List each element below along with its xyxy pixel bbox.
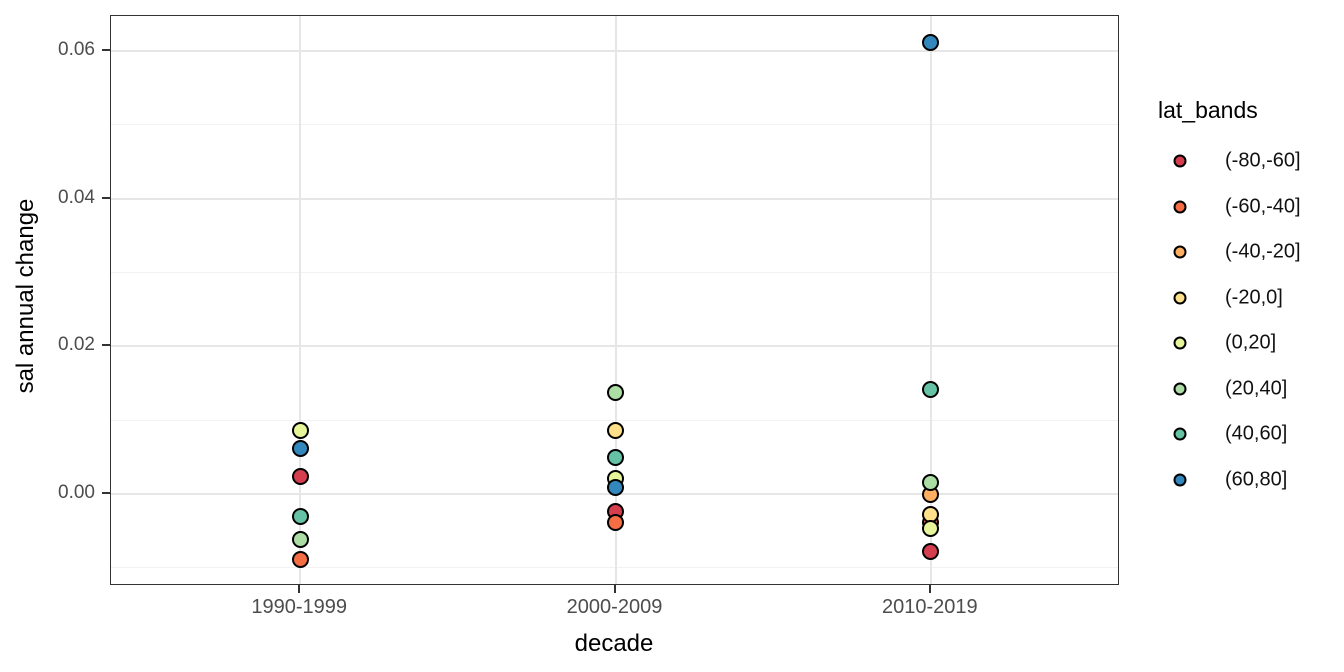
legend-swatch [1173, 382, 1187, 395]
legend-entry: (60,80] [1158, 468, 1344, 491]
data-point [291, 467, 309, 485]
legend-entry: (-20,0] [1158, 286, 1344, 309]
y-tick-mark [102, 196, 110, 199]
gridline-vertical [299, 16, 302, 584]
legend-title: lat_bands [1158, 97, 1258, 123]
legend-label: (20,40] [1225, 377, 1288, 399]
legend-entry: (-60,-40] [1158, 195, 1344, 218]
data-point [922, 381, 940, 399]
legend-label: (-80,-60] [1225, 149, 1301, 172]
legend-swatch [1173, 154, 1187, 168]
legend-swatch [1173, 336, 1187, 350]
plot-panel [110, 15, 1119, 585]
y-tick-label: 0.04 [58, 186, 95, 208]
legend-entry: (40,60] [1158, 423, 1344, 445]
y-tick-mark [102, 492, 110, 495]
y-tick-mark [102, 48, 110, 51]
legend-entry: (-40,-20] [1158, 241, 1344, 263]
data-point [607, 478, 624, 496]
x-tick-label: 2010-2019 [881, 596, 978, 618]
legend-entry: (0,20] [1158, 332, 1344, 354]
data-point [607, 449, 624, 467]
data-point [607, 383, 624, 401]
gridline-vertical [614, 16, 617, 584]
legend-label: (60,80] [1225, 468, 1288, 490]
x-tick-label: 1990-1999 [251, 596, 348, 618]
data-point [607, 422, 624, 440]
x-tick-mark [928, 584, 931, 593]
y-tick-mark [102, 344, 110, 347]
data-point [291, 422, 309, 440]
y-tick-label: 0.02 [58, 334, 95, 356]
legend-label: (-60,-40] [1225, 195, 1301, 217]
data-point [922, 543, 940, 561]
gridline-vertical [929, 16, 932, 584]
legend-swatch [1173, 245, 1187, 259]
y-tick-label: 0.06 [58, 38, 95, 60]
legend-swatch [1173, 200, 1187, 213]
data-point [291, 440, 309, 458]
legend-label: (0,20] [1225, 331, 1277, 354]
data-point [922, 34, 940, 52]
x-tick-mark [298, 584, 301, 593]
data-point [291, 530, 309, 548]
legend-label: (-20,0] [1225, 286, 1283, 308]
legend: lat_bands (-80,-60] (-60,-40] (-40,-20] (-2… [1158, 0, 1344, 672]
data-point [922, 474, 940, 492]
y-tick-label: 0.00 [58, 482, 95, 504]
data-point [291, 551, 309, 569]
data-point [922, 520, 940, 538]
x-tick-mark [613, 584, 616, 593]
data-point [607, 513, 624, 531]
x-axis-title: decade [574, 630, 654, 657]
legend-swatch [1173, 291, 1187, 304]
data-point [291, 508, 309, 526]
legend-entry: (20,40] [1158, 377, 1344, 400]
legend-label: (40,60] [1225, 422, 1288, 445]
legend-entry: (-80,-60] [1158, 150, 1344, 172]
x-tick-label: 2000-2009 [566, 596, 663, 618]
legend-swatch [1173, 427, 1187, 441]
legend-label: (-40,-20] [1225, 240, 1301, 263]
y-axis-title: sal annual change [12, 198, 39, 394]
legend-swatch [1173, 473, 1187, 486]
